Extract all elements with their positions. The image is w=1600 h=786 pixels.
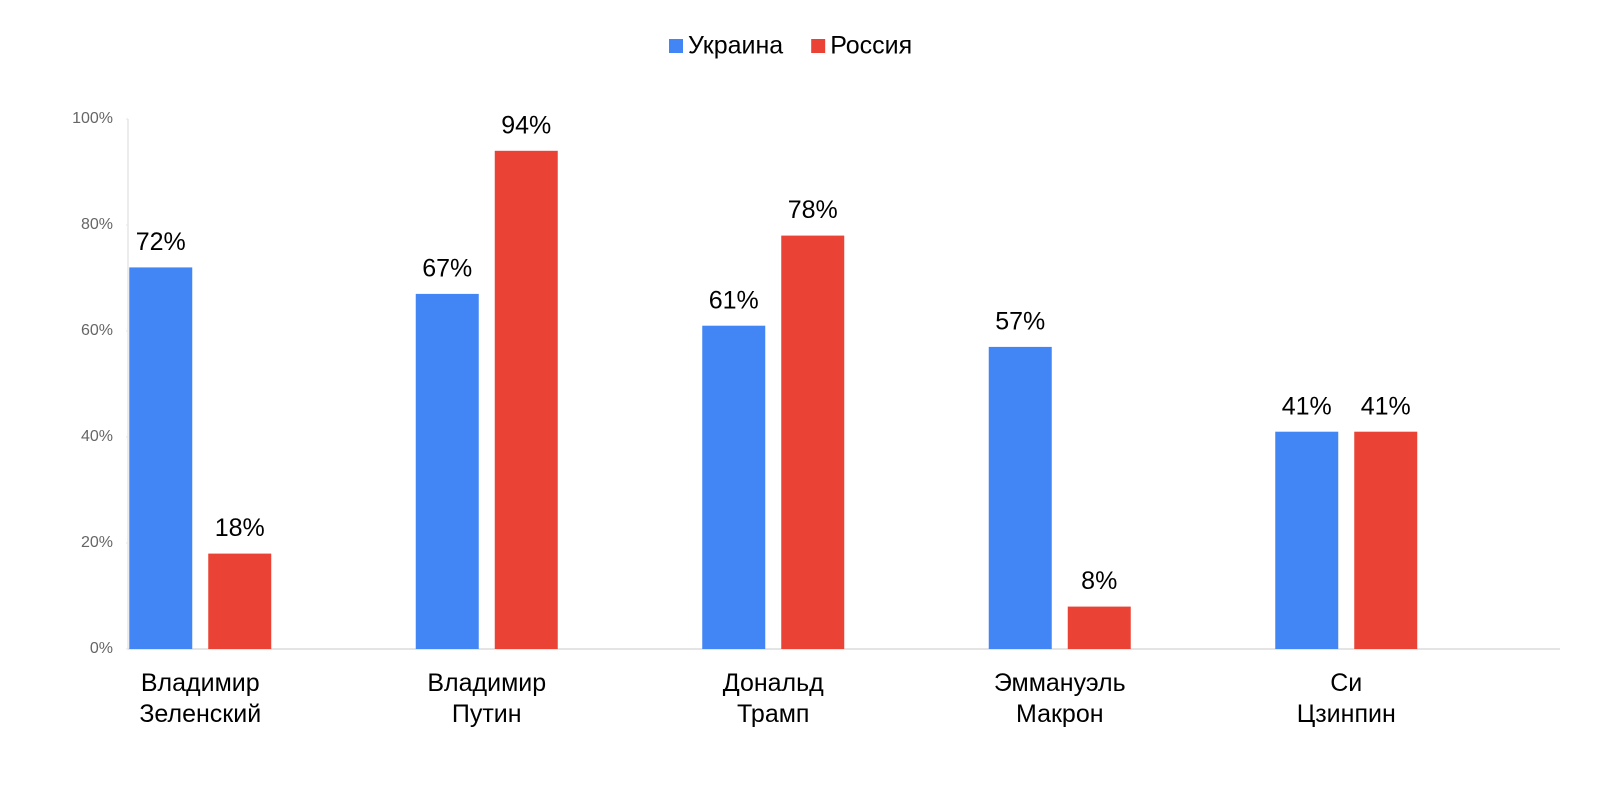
bar — [1067, 606, 1131, 649]
x-tick-label: Си Цзинпин — [1296, 669, 1396, 728]
value-label: 78% — [788, 196, 838, 224]
legend-swatch — [811, 39, 826, 53]
legend-swatch — [669, 39, 683, 53]
value-label: 72% — [136, 228, 186, 256]
x-tick-label: Владимир Путин — [427, 669, 547, 728]
x-tick-label: Владимир Зеленский — [139, 669, 262, 728]
legend-label: Россия — [830, 32, 912, 60]
y-tick-label: 20% — [81, 534, 113, 551]
value-label: 57% — [995, 308, 1045, 336]
value-label: 94% — [501, 111, 551, 139]
y-tick-label: 0% — [90, 640, 113, 657]
bar — [415, 293, 479, 649]
y-tick-label: 40% — [81, 428, 113, 445]
y-tick-label: 100% — [72, 110, 113, 127]
value-label: 61% — [709, 286, 759, 314]
bar — [702, 325, 766, 649]
value-label: 41% — [1361, 392, 1411, 420]
bar — [129, 267, 193, 649]
x-tick-label: Эммануэль Макрон — [993, 669, 1126, 728]
bar — [781, 235, 845, 649]
bar — [208, 553, 272, 649]
y-tick-label: 80% — [81, 216, 113, 233]
bar — [494, 150, 558, 650]
y-tick-label: 60% — [81, 322, 113, 339]
value-label: 18% — [215, 514, 265, 542]
bar — [1354, 431, 1418, 649]
bar — [1275, 431, 1339, 649]
value-label: 8% — [1081, 567, 1117, 595]
bar — [988, 346, 1052, 649]
legend-label: Украина — [688, 32, 783, 60]
value-label: 67% — [422, 255, 472, 283]
x-tick-label: Дональд Трамп — [722, 669, 824, 728]
value-label: 41% — [1282, 392, 1332, 420]
